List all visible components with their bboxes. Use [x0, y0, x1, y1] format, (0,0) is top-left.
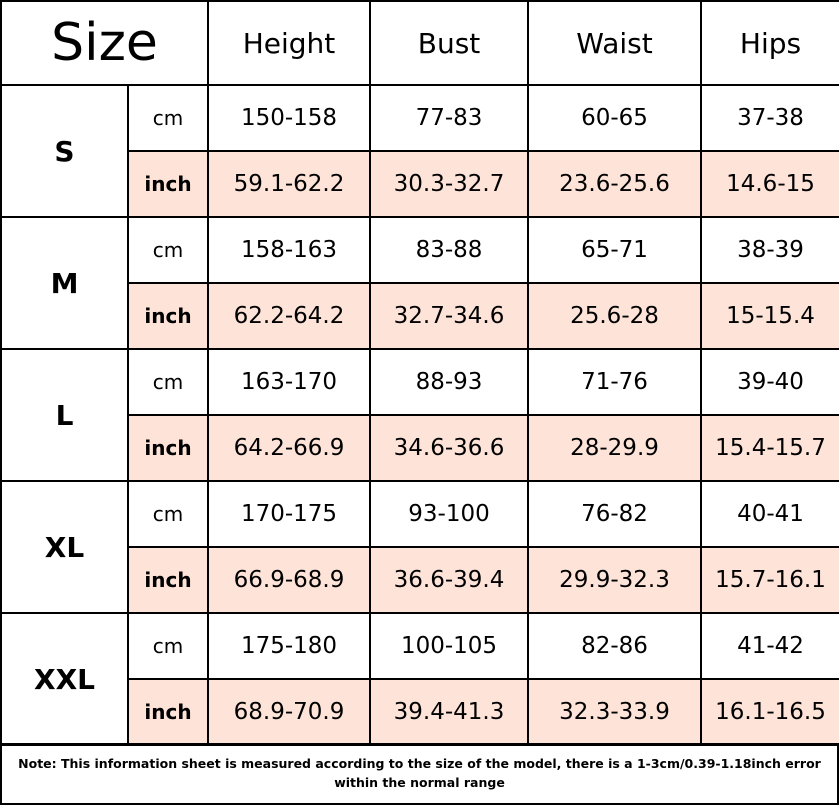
unit-label: cm	[127, 348, 209, 416]
measurement: 65-71	[527, 216, 702, 284]
size-label: S	[0, 84, 129, 218]
size-header: Size	[0, 0, 209, 86]
measurement: 62.2-64.2	[207, 282, 371, 350]
measurement: 41-42	[700, 612, 839, 680]
note: Note: This information sheet is measured…	[0, 743, 839, 805]
measurement: 88-93	[369, 348, 529, 416]
measurement: 23.6-25.6	[527, 150, 702, 218]
measurement: 82-86	[527, 612, 702, 680]
measurement: 32.3-33.9	[527, 678, 702, 746]
unit-label: inch	[127, 150, 209, 218]
measurement: 40-41	[700, 480, 839, 548]
measurement: 64.2-66.9	[207, 414, 371, 482]
unit-label: inch	[127, 282, 209, 350]
measurement: 16.1-16.5	[700, 678, 839, 746]
measurement: 71-76	[527, 348, 702, 416]
size-label: M	[0, 216, 129, 350]
measurement: 77-83	[369, 84, 529, 152]
measurement: 29.9-32.3	[527, 546, 702, 614]
unit-label: inch	[127, 678, 209, 746]
measurement: 32.7-34.6	[369, 282, 529, 350]
column-header: Hips	[700, 0, 839, 86]
measurement: 158-163	[207, 216, 371, 284]
measurement: 68.9-70.9	[207, 678, 371, 746]
measurement: 60-65	[527, 84, 702, 152]
measurement: 93-100	[369, 480, 529, 548]
measurement: 30.3-32.7	[369, 150, 529, 218]
unit-label: cm	[127, 612, 209, 680]
unit-label: cm	[127, 216, 209, 284]
measurement: 100-105	[369, 612, 529, 680]
measurement: 15.4-15.7	[700, 414, 839, 482]
measurement: 83-88	[369, 216, 529, 284]
measurement: 15-15.4	[700, 282, 839, 350]
unit-label: inch	[127, 414, 209, 482]
measurement: 175-180	[207, 612, 371, 680]
measurement: 59.1-62.2	[207, 150, 371, 218]
size-label: XXL	[0, 612, 129, 746]
unit-label: cm	[127, 84, 209, 152]
measurement: 36.6-39.4	[369, 546, 529, 614]
measurement: 37-38	[700, 84, 839, 152]
measurement: 25.6-28	[527, 282, 702, 350]
column-header: Waist	[527, 0, 702, 86]
unit-label: inch	[127, 546, 209, 614]
measurement: 34.6-36.6	[369, 414, 529, 482]
measurement: 39.4-41.3	[369, 678, 529, 746]
measurement: 66.9-68.9	[207, 546, 371, 614]
measurement: 170-175	[207, 480, 371, 548]
measurement: 150-158	[207, 84, 371, 152]
measurement: 76-82	[527, 480, 702, 548]
size-label: XL	[0, 480, 129, 614]
column-header: Height	[207, 0, 371, 86]
measurement: 39-40	[700, 348, 839, 416]
size-label: L	[0, 348, 129, 482]
measurement: 28-29.9	[527, 414, 702, 482]
column-header: Bust	[369, 0, 529, 86]
unit-label: cm	[127, 480, 209, 548]
measurement: 163-170	[207, 348, 371, 416]
measurement: 38-39	[700, 216, 839, 284]
measurement: 15.7-16.1	[700, 546, 839, 614]
measurement: 14.6-15	[700, 150, 839, 218]
